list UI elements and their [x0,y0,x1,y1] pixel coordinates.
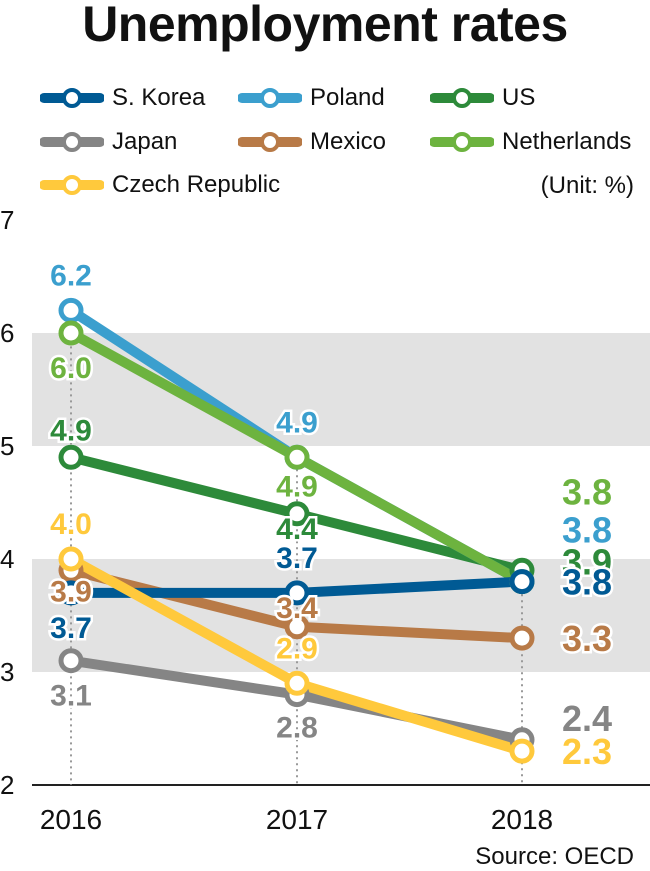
data-point-czech-republic [58,546,84,572]
unit-label: (Unit: %) [540,172,634,199]
data-point-mexico [284,614,310,640]
line-chart: 2 3 4 5 6 7 2016 2017 2018 3.1 2.8 2.4 3.9 3.4 3.3 4.9 4… [0,205,650,835]
legend-swatch [238,88,302,108]
legend-swatch [40,132,104,152]
data-label-czech-republic: 2.9 [276,632,318,665]
legend-label: US [502,84,536,111]
x-tick-label: 2016 [40,804,102,835]
data-label-us: 4.4 [276,513,318,546]
legend-label: Czech Republic [112,171,281,198]
legend-label: Mexico [310,128,387,155]
data-point-czech-republic [509,738,535,764]
y-tick-label: 5 [0,431,14,461]
data-label-mexico: 3.9 [50,575,92,608]
data-label-netherlands: 4.9 [276,470,318,503]
data-point-mexico [509,625,535,651]
data-point-japan [58,648,84,674]
y-tick-label: 3 [0,657,14,687]
legend-swatch [40,175,104,195]
data-label-s-korea: 3.7 [50,612,92,645]
data-label-netherlands: 6.0 [50,352,92,385]
x-tick-label: 2017 [266,804,328,835]
x-tick-label: 2018 [491,804,553,835]
data-point-us [58,444,84,470]
legend-item-mexico: Mexico [238,127,386,157]
data-label-s-korea: 3.7 [276,542,318,575]
data-label-japan: 2.4 [562,698,612,739]
legend-item-poland: Poland [238,83,385,113]
y-tick-label: 6 [0,318,14,348]
data-label-poland: 4.9 [276,406,318,439]
legend-swatch [430,88,494,108]
legend: S. Korea Poland US Japan Mexico Netherlands Cz… [0,0,650,220]
data-label-s-korea: 3.8 [562,562,612,603]
data-point-poland [58,297,84,323]
legend-label: S. Korea [112,84,206,111]
data-label-mexico: 3.3 [562,618,612,659]
data-point-netherlands [58,320,84,346]
legend-label: Netherlands [502,128,632,155]
data-label-japan: 3.1 [50,680,92,713]
legend-item-japan: Japan [40,127,177,157]
data-point-czech-republic [284,670,310,696]
data-label-czech-republic: 2.3 [562,731,612,772]
legend-label: Poland [310,84,385,111]
y-tick-label: 4 [0,544,14,574]
data-label-netherlands: 3.8 [562,472,612,513]
data-point-s-korea [509,569,535,595]
chart-title: Unemployment rates [82,0,568,52]
legend-item-us: US [430,83,535,113]
data-label-mexico: 3.4 [276,592,318,625]
data-label-us: 3.9 [562,542,612,583]
legend-item-s-korea: S. Korea [40,83,205,113]
data-label-poland: 3.8 [562,510,612,551]
y-tick-label: 7 [0,205,14,235]
data-label-poland: 6.2 [50,259,92,292]
data-point-s-korea [58,580,84,606]
data-label-us: 4.9 [50,414,92,447]
legend-item-netherlands: Netherlands [430,127,631,157]
legend-item-czech-republic: Czech Republic [40,170,280,200]
data-point-s-korea [284,580,310,606]
data-label-japan: 2.8 [276,712,318,745]
y-tick-label: 2 [0,770,14,800]
data-label-czech-republic: 4.0 [50,508,92,541]
legend-swatch [238,132,302,152]
data-point-netherlands [284,444,310,470]
source-note: Source: OECD [475,843,634,870]
legend-label: Japan [112,128,178,155]
legend-swatch [430,132,494,152]
data-point-us [284,501,310,527]
legend-swatch [40,88,104,108]
grid-band [32,559,650,672]
